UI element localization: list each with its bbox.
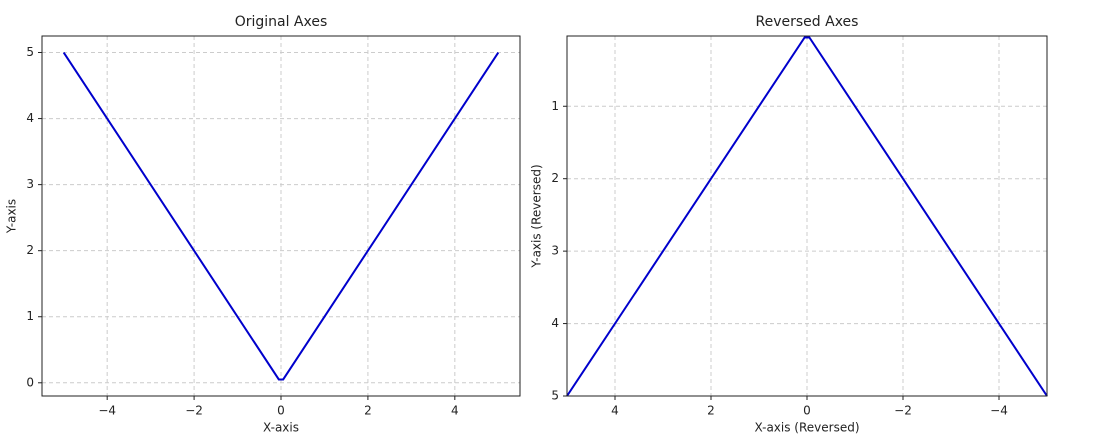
y-tick-label: 5: [26, 45, 34, 59]
y-tick-label: 1: [26, 309, 34, 323]
x-tick-label: 0: [277, 404, 285, 418]
data-line: [62, 51, 500, 381]
x-axis-label: X-axis (Reversed): [754, 421, 859, 435]
chart-title: Reversed Axes: [756, 14, 859, 30]
y-axis-label: Y-axis (Reversed): [530, 164, 544, 268]
x-tick-label: 0: [803, 404, 811, 418]
y-tick-label: 0: [26, 375, 34, 389]
x-tick-label: 4: [611, 404, 619, 418]
x-axis-label: X-axis: [263, 421, 299, 435]
x-tick-label: 2: [707, 404, 715, 418]
y-tick-label: 2: [26, 243, 34, 257]
y-tick-label: 4: [26, 111, 34, 125]
y-tick-label: 2: [551, 171, 559, 185]
y-tick-label: 5: [551, 389, 559, 403]
x-tick-label: −2: [894, 404, 912, 418]
y-tick-label: 3: [551, 244, 559, 258]
x-tick-label: 4: [451, 404, 459, 418]
x-tick-label: −2: [185, 404, 203, 418]
x-tick-label: 2: [364, 404, 372, 418]
y-axis-label: Y-axis: [5, 199, 19, 234]
x-tick-label: −4: [98, 404, 116, 418]
plot-frame: [41, 35, 521, 397]
y-tick-label: 4: [551, 316, 559, 330]
chart-title: Original Axes: [235, 14, 328, 30]
plot-frame: [566, 35, 1048, 397]
x-tick-label: −4: [990, 404, 1008, 418]
y-tick-label: 1: [551, 99, 559, 113]
data-line: [566, 36, 1048, 397]
y-tick-label: 3: [26, 177, 34, 191]
